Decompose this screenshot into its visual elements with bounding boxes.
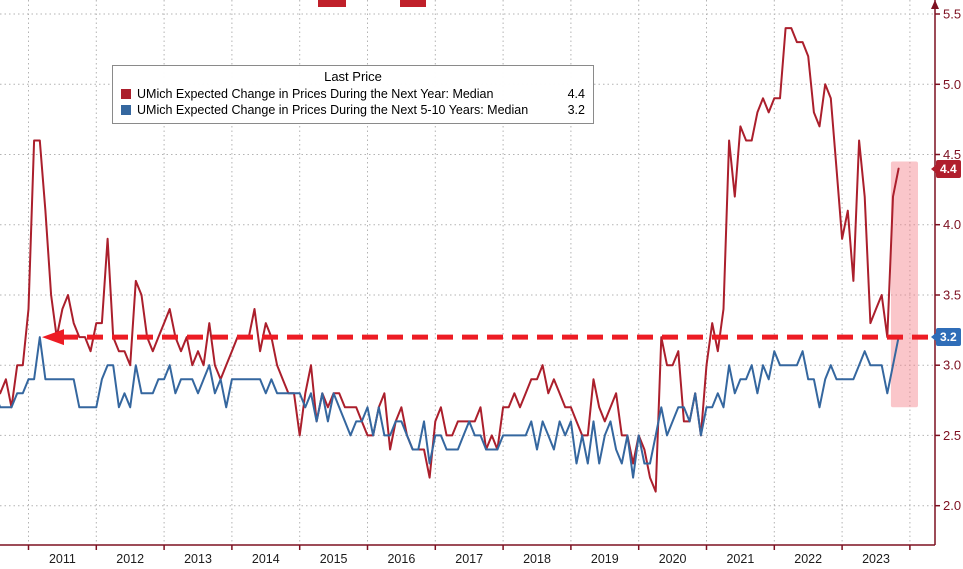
svg-text:2017: 2017 bbox=[455, 552, 483, 566]
legend-entry-1yr[interactable]: UMich Expected Change in Prices During t… bbox=[121, 86, 585, 102]
svg-text:3.0: 3.0 bbox=[943, 358, 961, 373]
last-price-badge-red: 4.4 bbox=[931, 160, 961, 178]
svg-text:4.0: 4.0 bbox=[943, 217, 961, 232]
svg-text:2011: 2011 bbox=[49, 552, 76, 566]
cropped-toolbar-fragment bbox=[318, 0, 346, 7]
svg-text:2021: 2021 bbox=[726, 552, 754, 566]
svg-text:2013: 2013 bbox=[184, 552, 212, 566]
svg-text:2015: 2015 bbox=[320, 552, 348, 566]
legend-entry-value: 4.4 bbox=[567, 87, 585, 101]
svg-text:2.0: 2.0 bbox=[943, 498, 961, 513]
svg-text:2016: 2016 bbox=[387, 552, 415, 566]
svg-text:4.5: 4.5 bbox=[943, 147, 961, 162]
legend-entry-label: UMich Expected Change in Prices During t… bbox=[137, 103, 529, 117]
last-price-badge-blue: 3.2 bbox=[931, 328, 961, 346]
svg-text:2019: 2019 bbox=[591, 552, 619, 566]
svg-text:5.0: 5.0 bbox=[943, 77, 961, 92]
svg-text:2022: 2022 bbox=[794, 552, 822, 566]
legend-title: Last Price bbox=[324, 69, 382, 84]
svg-text:5.5: 5.5 bbox=[943, 7, 961, 22]
legend-entry-5-10yr[interactable]: UMich Expected Change in Prices During t… bbox=[121, 102, 585, 118]
cropped-toolbar-fragment bbox=[400, 0, 426, 7]
legend-entry-value: 3.2 bbox=[567, 103, 585, 117]
svg-text:2.5: 2.5 bbox=[943, 428, 961, 443]
svg-text:2012: 2012 bbox=[116, 552, 144, 566]
svg-text:2020: 2020 bbox=[659, 552, 687, 566]
blue-series-swatch-icon bbox=[121, 105, 131, 115]
red-series-swatch-icon bbox=[121, 89, 131, 99]
svg-text:2014: 2014 bbox=[252, 552, 280, 566]
legend-entry-label: UMich Expected Change in Prices During t… bbox=[137, 87, 494, 101]
svg-text:3.5: 3.5 bbox=[943, 288, 961, 303]
svg-text:2018: 2018 bbox=[523, 552, 551, 566]
svg-text:2023: 2023 bbox=[862, 552, 890, 566]
legend[interactable]: Last Price UMich Expected Change in Pric… bbox=[112, 65, 594, 124]
